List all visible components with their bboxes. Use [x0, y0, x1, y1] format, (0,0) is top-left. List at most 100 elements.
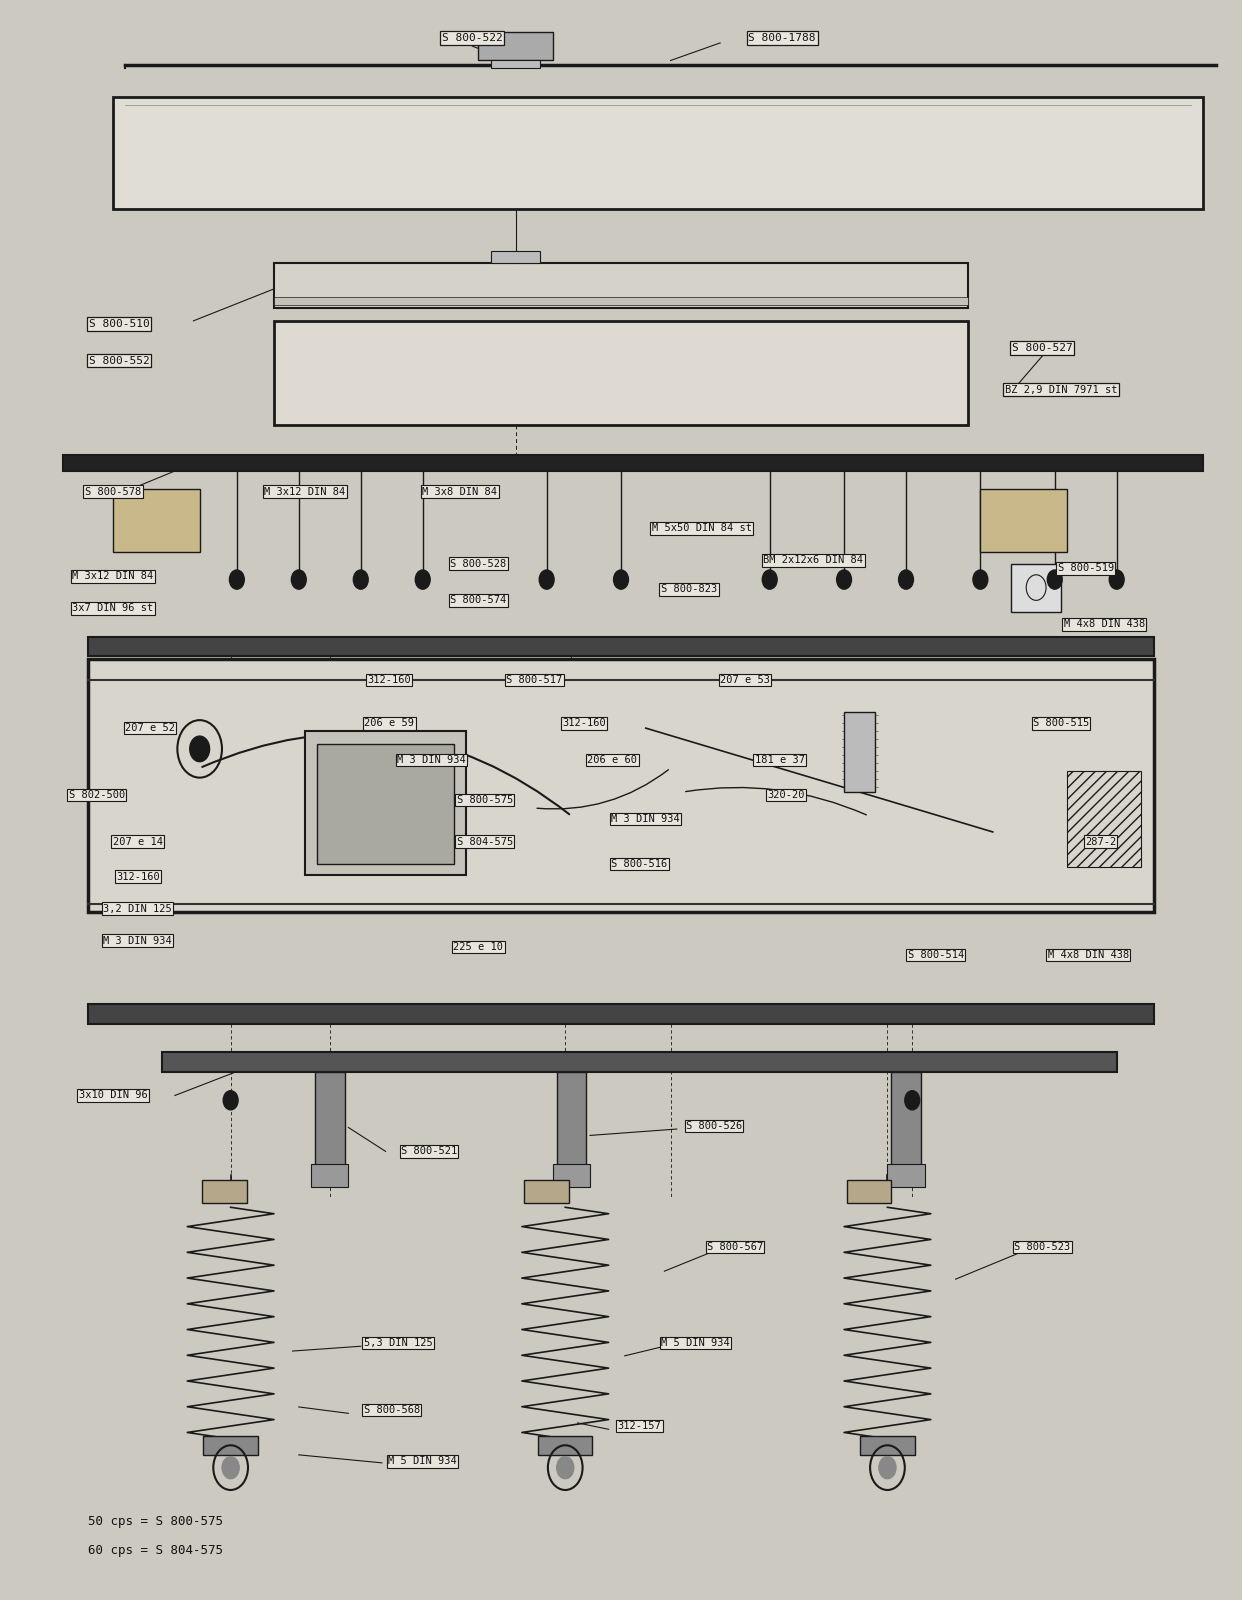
- Bar: [892, 1072, 920, 1168]
- Bar: [1067, 771, 1141, 867]
- Text: M 4x8 DIN 438: M 4x8 DIN 438: [1047, 950, 1129, 960]
- Text: 312-157: 312-157: [617, 1421, 662, 1430]
- Circle shape: [763, 570, 777, 589]
- Bar: [306, 731, 466, 875]
- Text: 50 cps = S 800-575: 50 cps = S 800-575: [88, 1515, 224, 1528]
- Bar: [88, 637, 1154, 656]
- Circle shape: [539, 570, 554, 589]
- Circle shape: [353, 570, 368, 589]
- Bar: [861, 1435, 914, 1454]
- Circle shape: [190, 736, 210, 762]
- Bar: [888, 1165, 924, 1187]
- Text: M 3 DIN 934: M 3 DIN 934: [103, 936, 173, 946]
- Bar: [845, 712, 876, 792]
- Text: M 3x12 DIN 84: M 3x12 DIN 84: [72, 571, 154, 581]
- Bar: [274, 264, 968, 309]
- Text: 225 e 10: 225 e 10: [453, 942, 503, 952]
- Text: M 5x50 DIN 84 st: M 5x50 DIN 84 st: [652, 523, 751, 533]
- Circle shape: [292, 570, 307, 589]
- Bar: [478, 32, 553, 61]
- Circle shape: [972, 570, 987, 589]
- Bar: [556, 1072, 586, 1168]
- Text: S 800-527: S 800-527: [1012, 342, 1073, 354]
- Text: 5,3 DIN 125: 5,3 DIN 125: [364, 1338, 432, 1349]
- Bar: [202, 1181, 247, 1203]
- Text: 60 cps = S 804-575: 60 cps = S 804-575: [88, 1544, 224, 1557]
- Text: 181 e 37: 181 e 37: [755, 755, 805, 765]
- Bar: [88, 659, 1154, 912]
- Circle shape: [222, 1456, 240, 1478]
- Bar: [318, 744, 453, 864]
- Text: M 3 DIN 934: M 3 DIN 934: [611, 814, 681, 824]
- Bar: [847, 1181, 892, 1203]
- Text: 3,2 DIN 125: 3,2 DIN 125: [103, 904, 173, 914]
- Text: M 5 DIN 934: M 5 DIN 934: [389, 1456, 457, 1466]
- Text: S 800-552: S 800-552: [88, 355, 149, 366]
- Text: 206 e 59: 206 e 59: [364, 718, 415, 728]
- Text: S 800-528: S 800-528: [451, 558, 507, 568]
- Text: 206 e 60: 206 e 60: [587, 755, 637, 765]
- Bar: [274, 322, 968, 424]
- Bar: [63, 454, 1203, 470]
- Text: M 5 DIN 934: M 5 DIN 934: [661, 1338, 730, 1349]
- Text: S 800-521: S 800-521: [401, 1146, 457, 1157]
- Circle shape: [614, 570, 628, 589]
- Text: S 802-500: S 802-500: [68, 790, 125, 800]
- Text: S 800-1788: S 800-1788: [749, 34, 816, 43]
- Bar: [491, 61, 540, 69]
- Text: S 800-514: S 800-514: [908, 950, 964, 960]
- Bar: [312, 1165, 348, 1187]
- Text: S 800-510: S 800-510: [88, 318, 149, 330]
- Circle shape: [898, 570, 913, 589]
- Text: S 800-516: S 800-516: [611, 859, 668, 869]
- Text: S 800-823: S 800-823: [661, 584, 718, 594]
- Circle shape: [1047, 570, 1062, 589]
- Text: S 800-575: S 800-575: [457, 795, 513, 805]
- FancyBboxPatch shape: [113, 98, 1203, 210]
- Text: S 800-578: S 800-578: [84, 486, 142, 496]
- Text: S 804-575: S 804-575: [457, 837, 513, 846]
- Circle shape: [556, 1456, 574, 1478]
- Text: M 4x8 DIN 438: M 4x8 DIN 438: [1063, 619, 1145, 629]
- Text: S 800-517: S 800-517: [507, 675, 563, 685]
- Bar: [1011, 563, 1061, 611]
- Text: S 800-519: S 800-519: [1058, 563, 1114, 573]
- Text: 312-160: 312-160: [368, 675, 411, 685]
- Text: M 3x12 DIN 84: M 3x12 DIN 84: [265, 486, 345, 496]
- Bar: [315, 1072, 344, 1168]
- Text: 312-160: 312-160: [116, 872, 159, 882]
- Text: 3x10 DIN 96: 3x10 DIN 96: [78, 1091, 148, 1101]
- Text: 287-2: 287-2: [1086, 837, 1117, 846]
- Bar: [524, 1181, 569, 1203]
- Circle shape: [904, 1091, 919, 1110]
- Bar: [491, 251, 540, 264]
- Text: 312-160: 312-160: [561, 718, 606, 728]
- Circle shape: [879, 1456, 897, 1478]
- Circle shape: [224, 1091, 238, 1110]
- Text: M 3x8 DIN 84: M 3x8 DIN 84: [422, 486, 497, 496]
- Bar: [88, 1005, 1154, 1024]
- Bar: [113, 488, 200, 552]
- Bar: [538, 1435, 592, 1454]
- Circle shape: [1109, 570, 1124, 589]
- Text: BM 2x12x6 DIN 84: BM 2x12x6 DIN 84: [763, 555, 863, 565]
- Text: S 800-567: S 800-567: [707, 1242, 763, 1253]
- Text: S 800-526: S 800-526: [686, 1122, 741, 1131]
- Bar: [204, 1435, 258, 1454]
- Text: 207 e 53: 207 e 53: [720, 675, 770, 685]
- Text: S 800-522: S 800-522: [442, 34, 503, 43]
- Circle shape: [230, 570, 245, 589]
- Bar: [553, 1165, 590, 1187]
- Text: 3x7 DIN 96 st: 3x7 DIN 96 st: [72, 603, 154, 613]
- Text: S 800-574: S 800-574: [451, 595, 507, 605]
- Text: S 800-568: S 800-568: [364, 1405, 420, 1414]
- Text: BZ 2,9 DIN 7971 st: BZ 2,9 DIN 7971 st: [1005, 384, 1117, 395]
- Circle shape: [415, 570, 430, 589]
- Text: M 3 DIN 934: M 3 DIN 934: [397, 755, 466, 765]
- Text: 207 e 52: 207 e 52: [125, 723, 175, 733]
- Text: S 800-515: S 800-515: [1033, 718, 1089, 728]
- Text: S 800-523: S 800-523: [1015, 1242, 1071, 1253]
- Bar: [163, 1053, 1117, 1072]
- Text: 320-20: 320-20: [768, 790, 805, 800]
- Bar: [980, 488, 1067, 552]
